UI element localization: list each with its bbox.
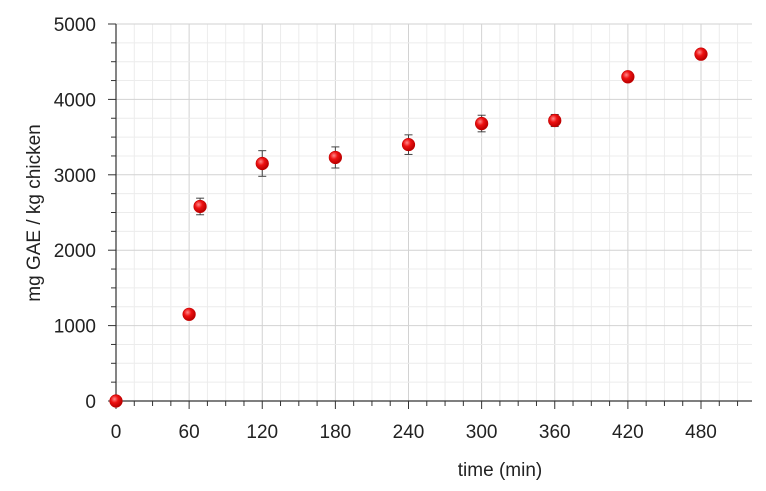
axes bbox=[108, 23, 752, 409]
tick-labels: 0 60 120 180 240 300 360 420 480 0 1000 2000 3000 400… bbox=[54, 15, 717, 443]
x-tick-label: 120 bbox=[246, 422, 278, 443]
gridlines bbox=[116, 23, 752, 401]
data-point bbox=[548, 113, 562, 128]
data-point bbox=[401, 138, 416, 152]
data-point bbox=[255, 156, 269, 171]
data-point bbox=[621, 70, 635, 84]
y-tick-label: 2000 bbox=[54, 241, 96, 262]
y-axis-title: mg GAE / kg chicken bbox=[24, 124, 45, 301]
data-point bbox=[475, 116, 489, 131]
x-tick-label: 60 bbox=[179, 422, 200, 443]
data-point bbox=[182, 307, 196, 321]
y-tick-label: 5000 bbox=[54, 15, 96, 36]
y-tick-label: 1000 bbox=[54, 317, 96, 338]
data-point bbox=[328, 150, 342, 165]
y-tick-label: 0 bbox=[85, 392, 96, 413]
x-tick-label: 240 bbox=[393, 422, 425, 443]
x-tick-label: 0 bbox=[111, 422, 122, 443]
data-points bbox=[109, 47, 708, 408]
x-tick-label: 480 bbox=[685, 422, 717, 443]
x-tick-label: 360 bbox=[539, 422, 571, 443]
y-tick-label: 3000 bbox=[54, 166, 96, 187]
y-tick-label: 4000 bbox=[54, 90, 96, 111]
data-point bbox=[193, 199, 207, 214]
x-tick-label: 180 bbox=[320, 422, 352, 443]
x-axis-title: time (min) bbox=[458, 460, 542, 481]
data-point bbox=[109, 394, 123, 408]
data-point bbox=[694, 47, 708, 61]
x-tick-label: 300 bbox=[466, 422, 498, 443]
x-tick-label: 420 bbox=[612, 422, 644, 443]
